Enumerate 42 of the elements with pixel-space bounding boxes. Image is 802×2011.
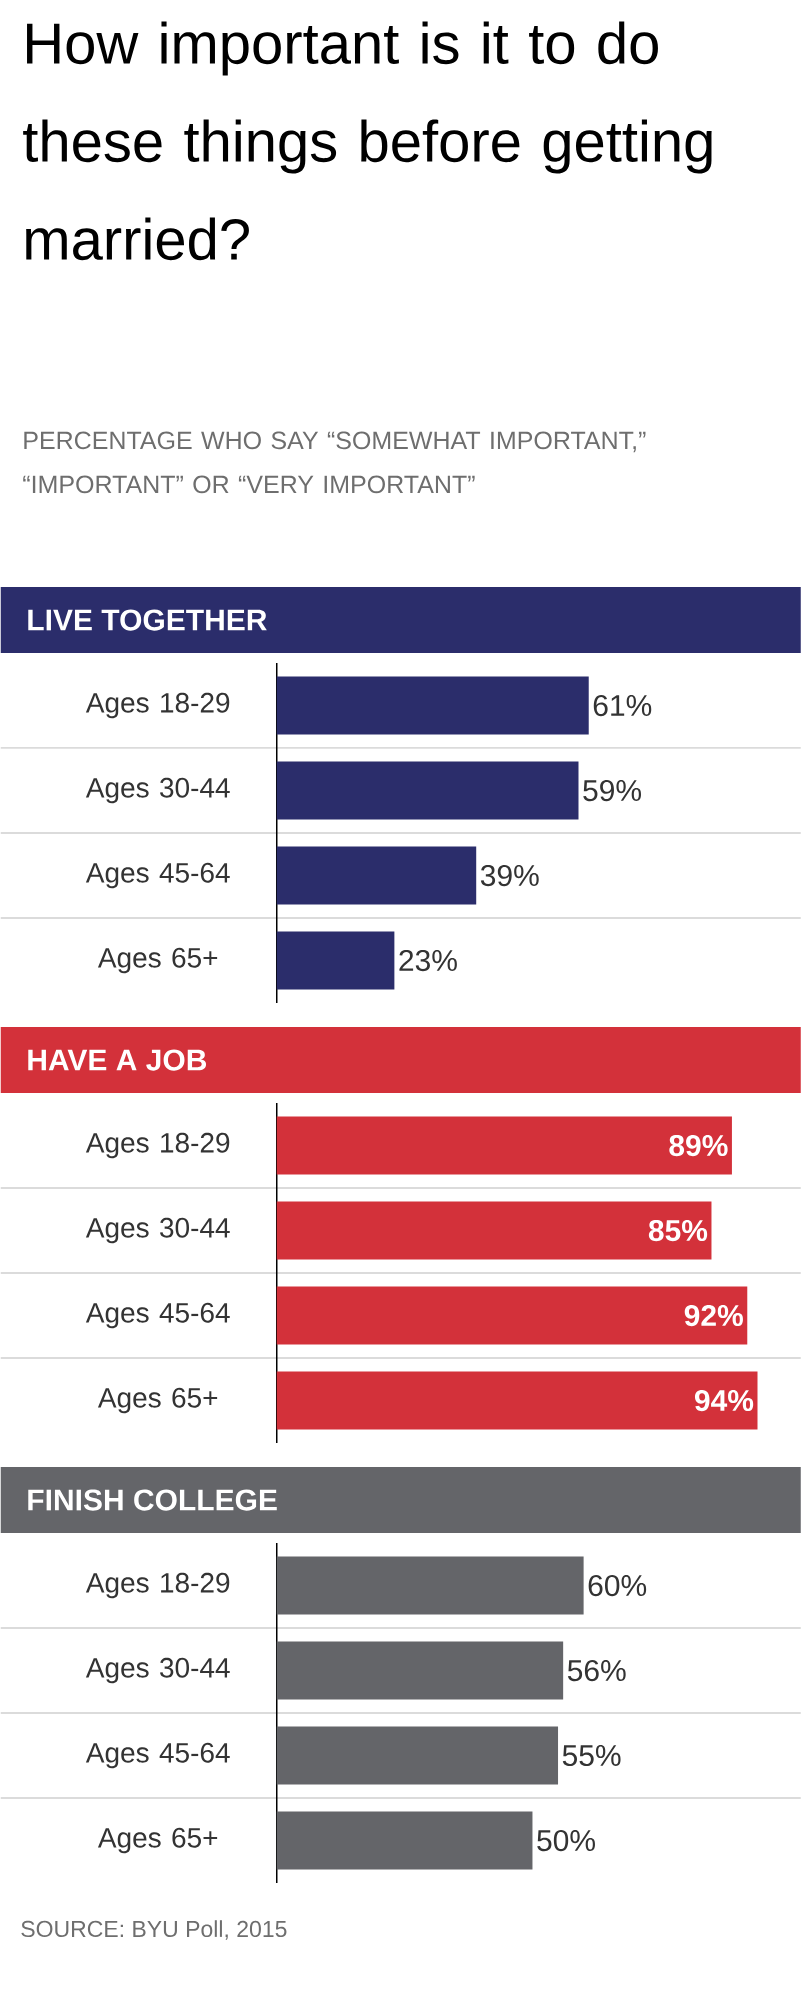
- bar: [277, 676, 589, 735]
- data-label: 89%: [669, 1134, 728, 1157]
- text: How important is it to do these things before getting married?: [23, 21, 712, 261]
- y-tick-label: Ages 65+: [98, 1387, 218, 1414]
- bar: [277, 1556, 584, 1615]
- data-label: 85%: [649, 1219, 708, 1242]
- bar: [277, 931, 395, 990]
- chart-title: LIVE TOGETHER: [28, 609, 268, 631]
- data-label: 39%: [481, 864, 539, 887]
- y-tick-label: Ages 18-29: [86, 692, 230, 719]
- y-tick-label: Ages 30-44: [86, 777, 230, 804]
- y-tick-label: Ages 30-44: [86, 1217, 230, 1244]
- bar: [277, 1116, 733, 1175]
- data-label: 50%: [537, 1829, 596, 1852]
- bar: [277, 1201, 712, 1260]
- data-label: 92%: [684, 1304, 744, 1327]
- data-label: 60%: [588, 1574, 647, 1597]
- data-label: 94%: [695, 1389, 754, 1412]
- y-tick-label: Ages 45-64: [86, 1302, 230, 1329]
- data-label: 55%: [563, 1744, 621, 1767]
- data-label: 56%: [568, 1659, 626, 1682]
- text: PERCENTAGE WHO SAY “SOMEWHAT IMPORTANT,” “IMPORTANT” OR “VERY IMPORTANT”: [23, 431, 646, 494]
- bar: [277, 846, 477, 905]
- y-tick-label: Ages 45-64: [86, 1742, 230, 1769]
- y-tick-label: Ages 65+: [98, 1827, 218, 1854]
- bar: [277, 1286, 748, 1345]
- bar: [277, 1371, 758, 1430]
- y-tick-label: Ages 18-29: [86, 1572, 230, 1599]
- y-tick-label: Ages 45-64: [86, 862, 230, 889]
- data-label: 59%: [583, 779, 642, 802]
- bar: [277, 1726, 559, 1785]
- y-tick-label: Ages 18-29: [86, 1132, 230, 1159]
- bar: [277, 1811, 533, 1870]
- bar: [277, 761, 579, 820]
- y-tick-label: Ages 30-44: [86, 1657, 230, 1684]
- chart-title: FINISH COLLEGE: [28, 1489, 278, 1511]
- bar: [277, 1641, 564, 1700]
- data-label: 61%: [594, 694, 652, 717]
- chart-title: HAVE A JOB: [28, 1049, 207, 1071]
- source-note: SOURCE: BYU Poll, 2015: [21, 1920, 287, 1940]
- data-label: 23%: [399, 949, 458, 972]
- y-tick-label: Ages 65+: [98, 947, 218, 974]
